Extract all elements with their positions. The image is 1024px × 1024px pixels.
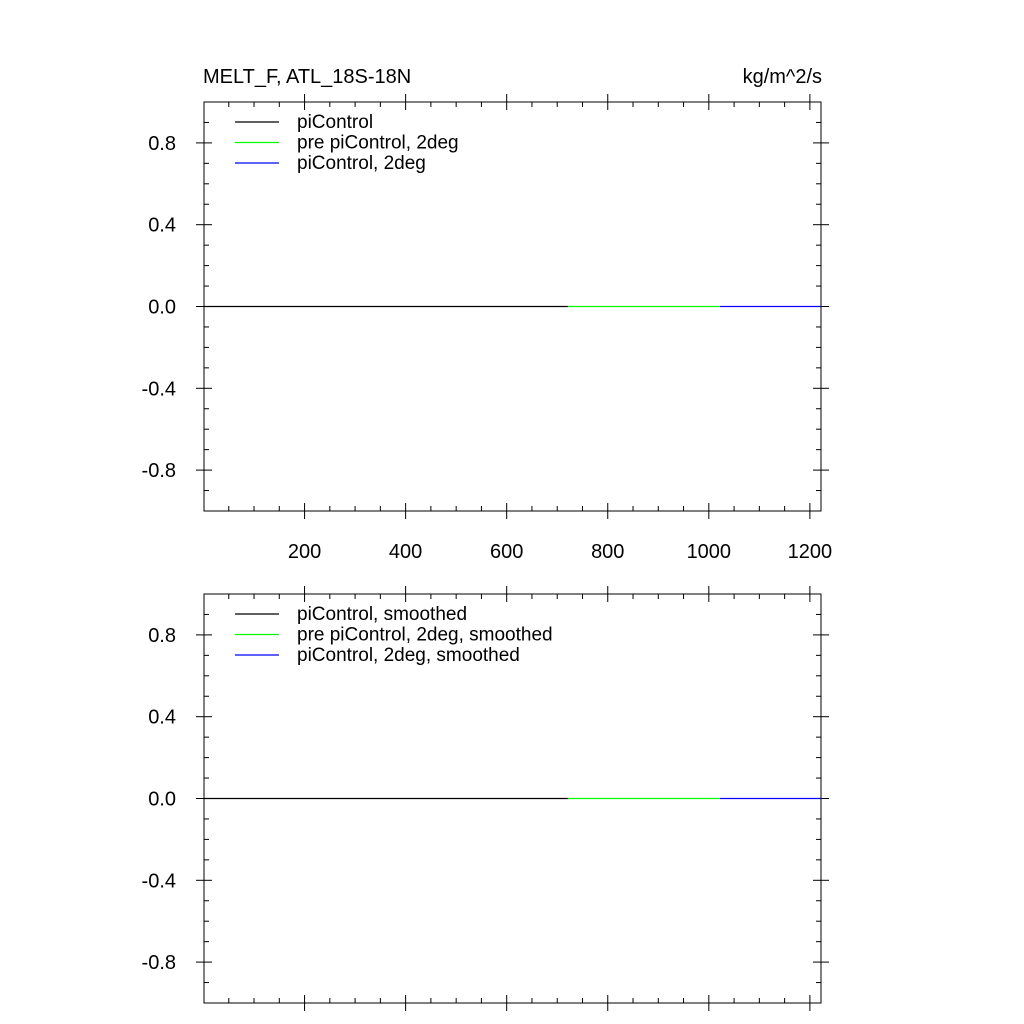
chart-title: MELT_F, ATL_18S-18N [203,66,411,88]
units-label: kg/m^2/s [743,66,822,88]
legend-label: piControl, smoothed [297,604,467,625]
y-tick-label: 0.0 [148,789,176,811]
y-tick-label: 0.4 [148,707,176,729]
chart-panel-1: 0.8 0.4 0.0 -0.4 -0.8 200 400 600 800 1000 1200 piC… [142,94,833,563]
legend-label: piControl, 2deg [297,153,426,174]
y-tick-label: -0.8 [142,460,176,482]
legend-label: piControl, 2deg, smoothed [297,645,520,666]
x-tick-label: 800 [591,541,624,563]
x-tick-label: 600 [490,541,523,563]
x-tick-label: 1200 [788,541,833,563]
legend-label: piControl [297,112,373,133]
x-tick-label: 1000 [687,541,732,563]
y-tick-label: 0.8 [148,625,176,647]
x-tick-label: 400 [389,541,422,563]
y-tick-label: -0.4 [142,378,176,400]
y-tick-label: 0.4 [148,215,176,237]
y-tick-label: -0.8 [142,952,176,974]
chart-panel-2: 0.8 0.4 0.0 -0.4 -0.8 piControl, smoothedpre … [142,586,829,1011]
x-tick-label: 200 [288,541,321,563]
legend-label: pre piControl, 2deg, smoothed [297,625,553,646]
y-tick-label: 0.8 [148,133,176,155]
y-tick-label: 0.0 [148,297,176,319]
y-tick-label: -0.4 [142,870,176,892]
legend-label: pre piControl, 2deg [297,133,459,154]
